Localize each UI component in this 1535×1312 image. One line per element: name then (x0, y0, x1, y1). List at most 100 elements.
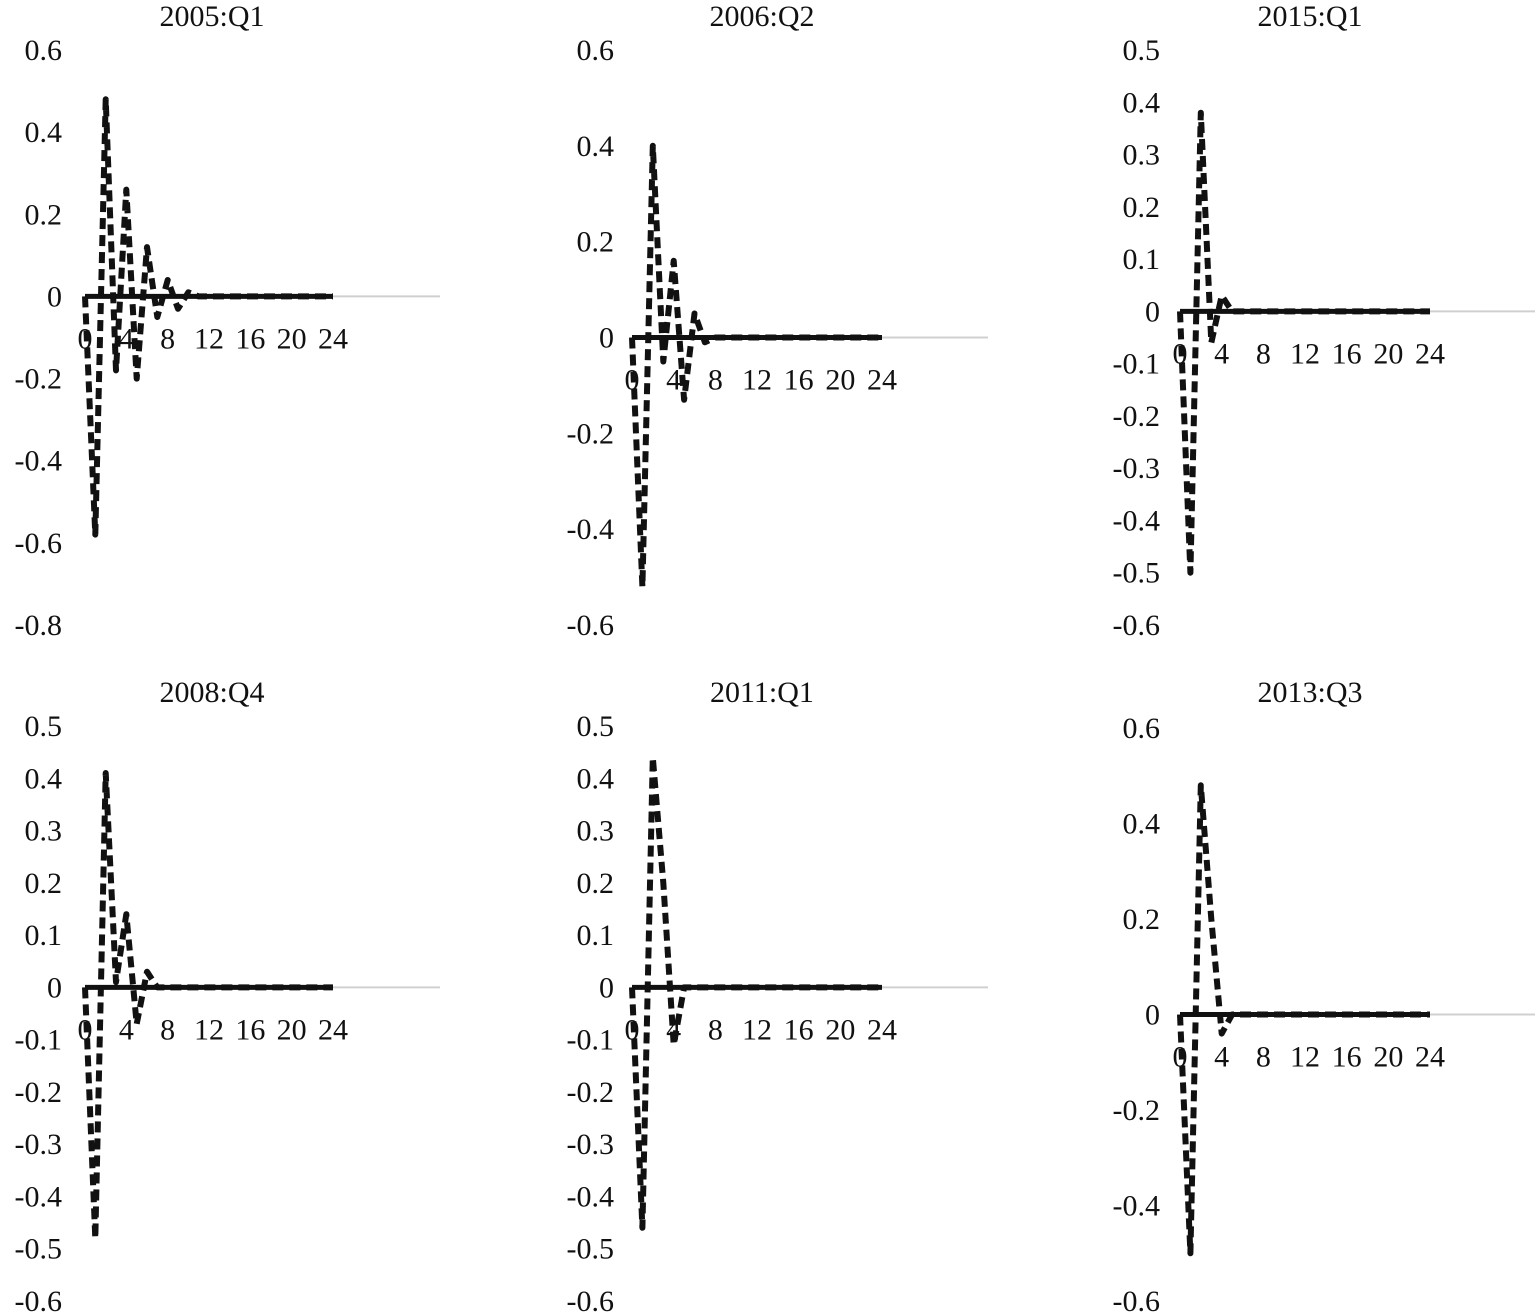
y-tick-label: -0.6 (1113, 1285, 1161, 1312)
y-tick-label: -0.6 (15, 1285, 63, 1312)
chart-panel: 2005:Q10.60.40.20-0.2-0.4-0.6-0.80 4 8 12 16… (15, 0, 440, 642)
x-tick-label: 24 (867, 1013, 897, 1046)
x-tick-label: 16 (784, 364, 814, 397)
chart-panel: 2011:Q1 0.5 0.4 0.3 0.2 0.1 0 -0.1 -0.2 -0.3 -0.4 -… (567, 676, 988, 1312)
y-tick-label: -0.1 (1113, 348, 1161, 381)
y-tick-label: 0.5 (25, 710, 63, 743)
y-tick-label: 0.1 (25, 919, 63, 952)
y-tick-label: -0.2 (1113, 400, 1161, 433)
y-tick-label: 0.1 (577, 919, 615, 952)
y-tick-label: -0.6 (15, 527, 63, 560)
chart-title: 2005:Q1 (160, 0, 265, 33)
x-tick-label: 8 (160, 1013, 175, 1046)
y-tick-label: 0 (599, 971, 614, 1004)
y-tick-label: -0.4 (1113, 1190, 1161, 1223)
x-tick-label: 24 (1415, 337, 1445, 370)
y-tick-label: 0.4 (577, 130, 615, 163)
x-tick-label: 20 (1373, 337, 1403, 370)
x-tick-label: 20 (825, 364, 855, 397)
y-tick-label: 0.3 (577, 815, 615, 848)
chart-panel: 2015:Q1 0.5 0.4 0.3 0.2 0.1 0 -0.1 -0.2 -0.3 -0.4 -… (1113, 0, 1535, 642)
y-tick-label: -0.5 (1113, 557, 1161, 590)
x-tick-label: 24 (1415, 1041, 1445, 1074)
x-tick-label: 8 (160, 322, 175, 355)
x-tick-label: 24 (867, 364, 897, 397)
y-tick-label: -0.1 (567, 1024, 615, 1057)
x-tick-label: 12 (742, 364, 772, 397)
y-tick-label: -0.3 (1113, 452, 1161, 485)
y-tick-label: 0.2 (1123, 903, 1161, 936)
y-tick-label: 0 (47, 971, 62, 1004)
x-tick-label: 24 (318, 1013, 348, 1046)
y-tick-label: 0.2 (577, 867, 615, 900)
y-tick-label: -0.5 (15, 1233, 63, 1266)
y-tick-label: -0.6 (567, 1285, 615, 1312)
chart-panel: 2013:Q30.60.40.20-0.2-0.4-0.60 4 8 12 16 20 24 (1113, 676, 1535, 1312)
x-tick-label: 12 (194, 1013, 224, 1046)
y-tick-label: -0.4 (15, 445, 63, 478)
y-tick-label: 0.2 (1123, 191, 1161, 224)
x-tick-label: 8 (708, 1013, 723, 1046)
chart-title: 2013:Q3 (1258, 676, 1363, 709)
y-tick-label: 0.4 (1123, 86, 1161, 119)
y-tick-label: -0.2 (15, 363, 63, 396)
x-tick-label: 24 (318, 322, 348, 355)
impulse-response-line (629, 142, 882, 590)
chart-title: 2006:Q2 (710, 0, 815, 33)
y-tick-label: 0 (599, 322, 614, 355)
impulse-response-line (82, 96, 333, 538)
x-tick-label: 20 (1373, 1041, 1403, 1074)
x-tick-label: 12 (194, 322, 224, 355)
impulse-response-line (1177, 782, 1430, 1257)
x-tick-label: 16 (1332, 337, 1362, 370)
y-tick-label: -0.1 (15, 1024, 63, 1057)
y-tick-label: -0.4 (15, 1180, 63, 1213)
y-tick-label: 0.6 (577, 34, 615, 67)
x-tick-label: 4 (119, 1013, 134, 1046)
x-tick-label: 4 (1214, 1041, 1229, 1074)
x-tick-label: 12 (742, 1013, 772, 1046)
x-tick-label: 20 (277, 322, 307, 355)
x-tick-label: 8 (1256, 1041, 1271, 1074)
y-tick-label: -0.2 (15, 1076, 63, 1109)
y-tick-label: 0.4 (25, 762, 63, 795)
y-tick-label: 0.4 (1123, 808, 1161, 841)
y-tick-label: -0.3 (15, 1128, 63, 1161)
y-tick-label: -0.4 (567, 513, 615, 546)
y-tick-label: 0.5 (577, 710, 615, 743)
y-tick-label: -0.6 (567, 609, 615, 642)
y-tick-label: 0.4 (25, 116, 63, 149)
y-tick-label: 0.5 (1123, 34, 1161, 67)
x-tick-label: 16 (235, 1013, 265, 1046)
y-tick-label: 0.1 (1123, 243, 1161, 276)
y-tick-label: -0.6 (1113, 609, 1161, 642)
x-tick-label: 4 (1214, 337, 1229, 370)
y-tick-label: -0.2 (1113, 1094, 1161, 1127)
chart-panel: 2006:Q20.60.40.20-0.2-0.4-0.60 4 8 12 16 20 24 (567, 0, 988, 642)
impulse-response-line (1177, 109, 1430, 576)
y-tick-label: -0.3 (567, 1128, 615, 1161)
y-tick-label: 0.2 (25, 198, 63, 231)
y-tick-label: 0 (1145, 999, 1160, 1032)
x-tick-label: 16 (784, 1013, 814, 1046)
y-tick-label: -0.5 (567, 1233, 615, 1266)
y-tick-label: -0.2 (567, 417, 615, 450)
x-tick-label: 12 (1290, 337, 1320, 370)
y-tick-label: -0.4 (1113, 504, 1161, 537)
y-tick-label: 0.2 (577, 226, 615, 259)
chart-panel: 2008:Q4 0.5 0.4 0.3 0.2 0.1 0 -0.1 -0.2 -0.3 -0.4 -… (15, 676, 440, 1312)
x-tick-label: 20 (277, 1013, 307, 1046)
y-tick-label: -0.2 (567, 1076, 615, 1109)
y-tick-label: 0.6 (25, 34, 63, 67)
chart-title: 2011:Q1 (710, 676, 814, 709)
y-tick-label: -0.8 (15, 609, 63, 642)
impulse-response-line (629, 754, 882, 1231)
y-tick-label: 0.2 (25, 867, 63, 900)
y-tick-label: -0.4 (567, 1180, 615, 1213)
x-tick-label: 8 (1256, 337, 1271, 370)
y-tick-label: 0 (47, 280, 62, 313)
impulse-response-line (82, 770, 333, 1242)
y-tick-label: 0.6 (1123, 712, 1161, 745)
chart-title: 2008:Q4 (160, 676, 265, 709)
